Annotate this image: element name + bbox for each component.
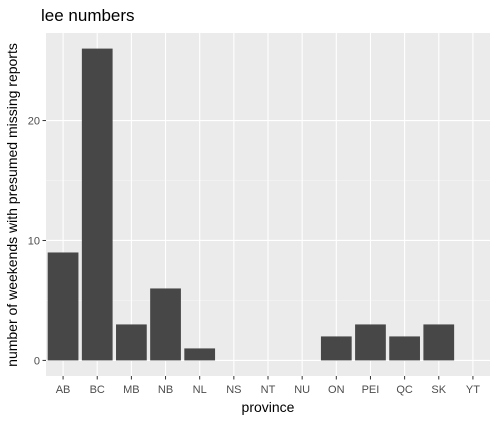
bar [116,324,147,361]
y-tick-label: 0 [34,355,40,367]
bar [81,48,113,361]
x-tick-label: NT [261,384,276,396]
y-tick-label: 20 [28,116,40,128]
x-tick-label: PEI [362,384,380,396]
x-tick-label: YT [466,384,480,396]
x-tick-label: SK [431,384,446,396]
y-axis: 0 10 20 [28,116,46,367]
x-tick-label: QC [396,384,413,396]
bars [47,48,455,361]
x-tick-label: AB [56,384,71,396]
bar [150,288,181,361]
bar [355,324,386,361]
bar [423,324,455,361]
x-tick-label: BC [90,384,105,396]
bar [389,336,420,361]
x-tick-label: NL [193,384,207,396]
bar [320,336,352,361]
x-axis: AB BC MB NB NL NS NT NU ON PEI QC SK YT [56,376,480,396]
x-tick-label: NS [226,384,241,396]
x-tick-label: NB [158,384,173,396]
y-axis-title: number of weekends with presumed missing… [4,43,20,367]
x-tick-label: MB [123,384,140,396]
x-tick-label: NU [294,384,310,396]
x-tick-label: ON [328,384,345,396]
y-tick-label: 10 [28,235,40,247]
bar [47,252,79,361]
chart-title: lee numbers [41,6,135,25]
x-axis-title: province [242,399,295,415]
bar [184,348,216,361]
